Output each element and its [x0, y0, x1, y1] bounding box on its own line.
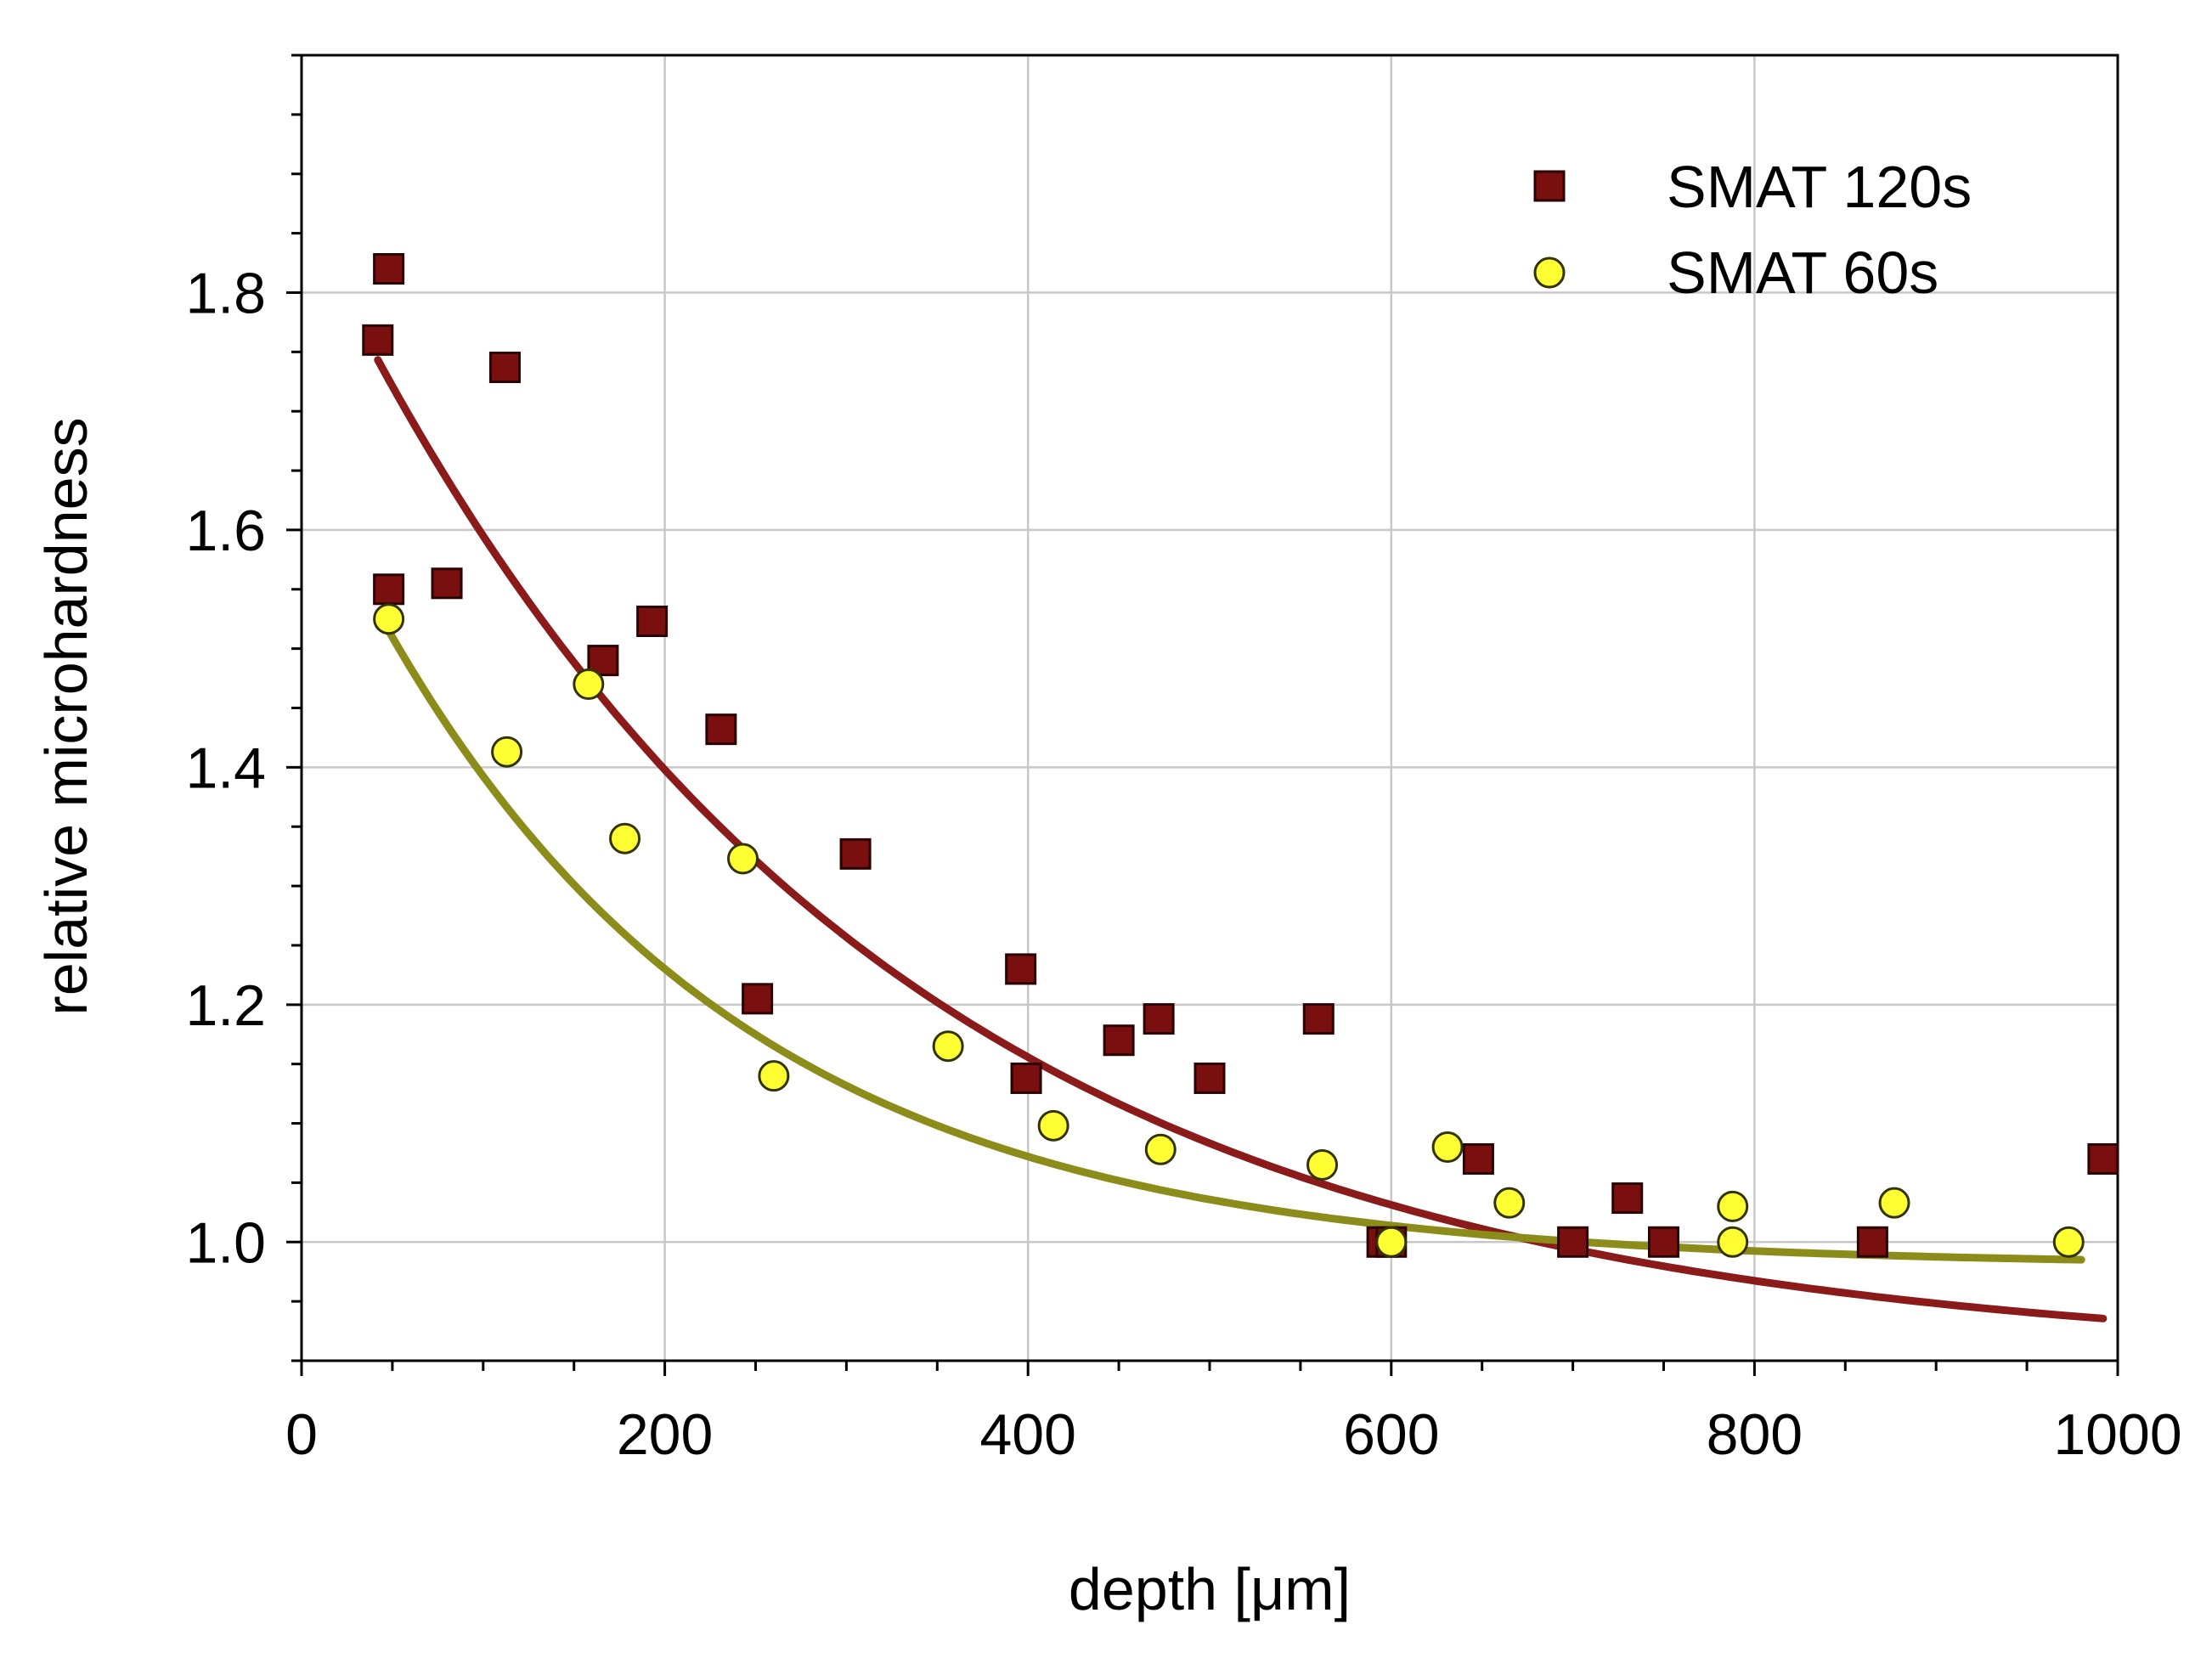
data-point-smat-60s: [1431, 1131, 1464, 1163]
data-point-smat-120s: [1193, 1062, 1226, 1094]
x-tick-label: 400: [979, 1402, 1075, 1467]
data-point-smat-60s: [1717, 1226, 1749, 1258]
data-point-smat-120s: [742, 983, 774, 1015]
data-point-smat-120s: [1103, 1024, 1135, 1057]
data-point-smat-120s: [1005, 953, 1037, 985]
data-point-smat-60s: [609, 822, 641, 854]
data-point-smat-120s: [362, 324, 394, 356]
data-points: [362, 253, 2119, 1258]
data-point-smat-120s: [1010, 1062, 1042, 1094]
data-point-smat-120s: [373, 253, 405, 285]
y-tick-label: 1.6: [185, 499, 266, 563]
data-point-smat-120s: [488, 351, 521, 383]
data-point-smat-60s: [758, 1060, 790, 1092]
x-tick-label: 200: [617, 1402, 713, 1467]
grid: [302, 55, 2118, 1361]
fit-curve-smat-120s: [374, 356, 2108, 1322]
data-point-smat-60s: [932, 1030, 964, 1063]
y-axis-title: relative microhardness: [33, 417, 99, 1015]
data-point-smat-60s: [2052, 1226, 2085, 1258]
data-point-smat-120s: [2087, 1142, 2119, 1175]
legend-label-smat-120s: SMAT 120s: [1667, 154, 1972, 220]
data-point-smat-120s: [1648, 1226, 1679, 1258]
x-tick-label: 800: [1707, 1402, 1803, 1467]
data-point-smat-60s: [1878, 1187, 1910, 1219]
data-point-smat-120s: [431, 567, 463, 600]
data-point-smat-120s: [839, 837, 872, 870]
data-point-smat-120s: [1302, 1003, 1335, 1035]
y-tick-label: 1.0: [185, 1210, 266, 1275]
x-axis-title: depth [μm]: [1069, 1556, 1351, 1622]
data-point-smat-60s: [491, 736, 523, 768]
legend-marker-smat-120s: [1533, 170, 1566, 202]
data-point-smat-120s: [636, 605, 669, 637]
data-point-smat-60s: [573, 668, 605, 701]
data-point-smat-120s: [1462, 1142, 1494, 1175]
data-point-smat-120s: [705, 713, 737, 746]
data-point-smat-120s: [373, 573, 405, 606]
data-point-smat-60s: [1493, 1187, 1526, 1219]
data-point-smat-60s: [1717, 1190, 1749, 1222]
legend-label-smat-60s: SMAT 60s: [1667, 240, 1938, 306]
data-point-smat-120s: [1557, 1226, 1589, 1258]
data-point-smat-60s: [1037, 1109, 1069, 1142]
x-tick-label: 0: [285, 1402, 318, 1467]
axis-ticks: [286, 54, 2119, 1376]
y-tick-label: 1.4: [185, 736, 266, 800]
data-point-smat-60s: [727, 843, 759, 875]
y-tick-labels: 1.0 1.2 1.4 1.6 1.8: [185, 261, 266, 1275]
data-point-smat-60s: [1144, 1133, 1177, 1165]
x-tick-label: 1000: [2053, 1402, 2181, 1467]
data-point-smat-120s: [1856, 1226, 1888, 1258]
x-tick-label: 600: [1343, 1402, 1439, 1467]
legend-marker-smat-60s: [1533, 257, 1566, 289]
fit-curves: [374, 356, 2108, 1322]
data-point-smat-120s: [1611, 1182, 1644, 1215]
fit-curve-smat-60s: [385, 627, 2085, 1264]
y-tick-label: 1.8: [185, 261, 266, 325]
data-point-smat-60s: [1375, 1226, 1408, 1258]
data-point-smat-60s: [1306, 1148, 1339, 1181]
y-tick-label: 1.2: [185, 973, 266, 1038]
x-tick-labels: 0 200 400 600 800 1000: [285, 1402, 2182, 1467]
legend: SMAT 120s SMAT 60s: [1533, 154, 1972, 306]
data-point-smat-120s: [1143, 1003, 1175, 1035]
data-point-smat-60s: [373, 603, 405, 635]
